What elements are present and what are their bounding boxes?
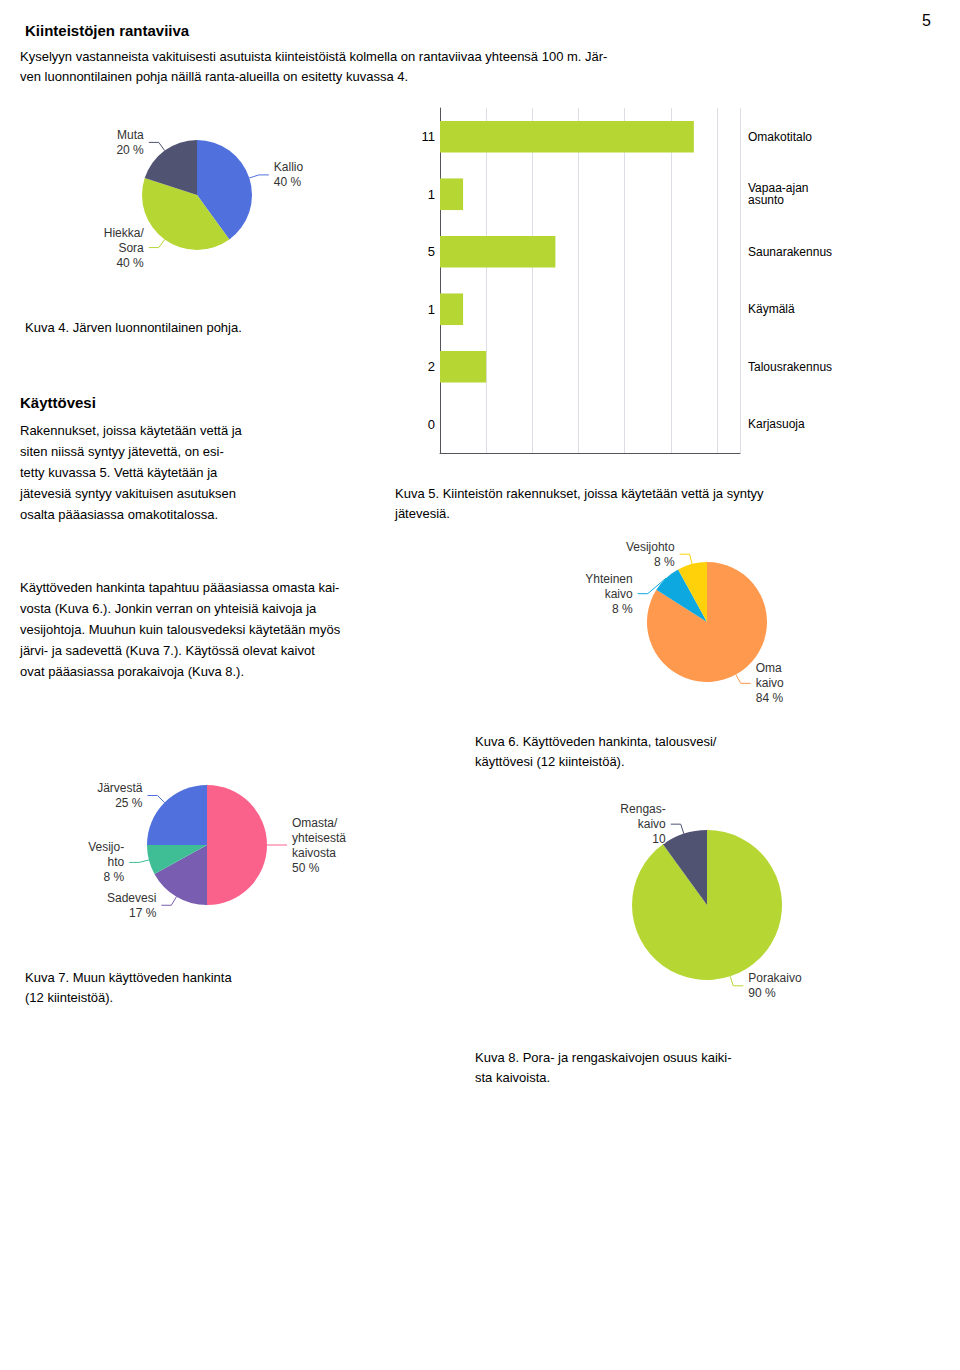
svg-text:17 %: 17 %	[129, 906, 157, 920]
svg-text:Sadevesi: Sadevesi	[107, 891, 156, 905]
svg-text:Käyttöveden hankinta tapahtuu: Käyttöveden hankinta tapahtuu pääasiassa…	[20, 580, 339, 595]
svg-text:8 %: 8 %	[612, 602, 633, 616]
svg-text:Yhteinen: Yhteinen	[585, 572, 632, 586]
svg-text:Käyttövesi: Käyttövesi	[20, 394, 96, 411]
svg-text:5: 5	[922, 12, 931, 29]
svg-text:Rengas-: Rengas-	[620, 802, 665, 816]
svg-text:jätevesiä.: jätevesiä.	[394, 506, 450, 521]
svg-text:20 %: 20 %	[116, 143, 144, 157]
svg-text:Talousrakennus: Talousrakennus	[748, 360, 832, 374]
svg-text:84 %: 84 %	[756, 691, 784, 705]
svg-text:11: 11	[422, 129, 436, 144]
svg-text:Käymälä: Käymälä	[748, 302, 795, 316]
svg-text:40 %: 40 %	[274, 175, 302, 189]
svg-text:järvi- ja sadevettä (Kuva 7.).: järvi- ja sadevettä (Kuva 7.). Käytössä …	[19, 643, 315, 658]
svg-text:Kallio: Kallio	[274, 160, 304, 174]
svg-text:8 %: 8 %	[104, 870, 125, 884]
svg-text:tetty kuvassa 5. Vettä käytetä: tetty kuvassa 5. Vettä käytetään ja	[20, 465, 218, 480]
svg-text:Omasta/: Omasta/	[292, 816, 338, 830]
svg-text:asunto: asunto	[748, 193, 784, 207]
svg-text:10: 10	[652, 832, 666, 846]
svg-text:Kuva 4. Järven luonnontilainen: Kuva 4. Järven luonnontilainen pohja.	[25, 320, 242, 335]
svg-text:Kiinteistöjen rantaviiva: Kiinteistöjen rantaviiva	[25, 22, 190, 39]
svg-text:ovat pääasiassa porakaivoja (K: ovat pääasiassa porakaivoja (Kuva 8.).	[20, 664, 244, 679]
svg-text:kaivosta: kaivosta	[292, 846, 336, 860]
svg-text:kaivo: kaivo	[756, 676, 784, 690]
svg-text:1: 1	[428, 187, 435, 202]
svg-text:sta kaivoista.: sta kaivoista.	[475, 1070, 550, 1085]
svg-text:5: 5	[428, 244, 435, 259]
svg-text:Sora: Sora	[118, 241, 144, 255]
svg-text:2: 2	[428, 359, 435, 374]
svg-text:käyttövesi (12 kiinteistöä).: käyttövesi (12 kiinteistöä).	[475, 754, 625, 769]
svg-text:Muta: Muta	[117, 128, 144, 142]
svg-text:Vesijohto: Vesijohto	[626, 540, 675, 554]
svg-text:(12 kiinteistöä).: (12 kiinteistöä).	[25, 990, 113, 1005]
svg-text:Vesijo-: Vesijo-	[88, 840, 124, 854]
svg-text:ven luonnontilainen pohja näil: ven luonnontilainen pohja näillä ranta-a…	[20, 69, 408, 84]
svg-text:vesijohtoja. Muuhun kuin talou: vesijohtoja. Muuhun kuin talousvedeksi k…	[20, 622, 341, 637]
svg-text:vosta (Kuva 6.). Jonkin verran: vosta (Kuva 6.). Jonkin verran on yhteis…	[20, 601, 317, 616]
svg-text:Oma: Oma	[756, 661, 782, 675]
svg-text:40 %: 40 %	[116, 256, 144, 270]
svg-text:Saunarakennus: Saunarakennus	[748, 245, 832, 259]
svg-text:osalta pääasiassa omakotitalos: osalta pääasiassa omakotitalossa.	[20, 507, 218, 522]
svg-text:Porakaivo: Porakaivo	[748, 971, 802, 985]
svg-text:kaivo: kaivo	[605, 587, 633, 601]
svg-text:yhteisestä: yhteisestä	[292, 831, 346, 845]
svg-text:Rakennukset, joissa käytetään: Rakennukset, joissa käytetään vettä ja	[20, 423, 243, 438]
svg-text:Kyselyyn vastanneista vakituis: Kyselyyn vastanneista vakituisesti asutu…	[20, 49, 607, 64]
svg-text:kaivo: kaivo	[638, 817, 666, 831]
svg-text:Hiekka/: Hiekka/	[104, 226, 145, 240]
svg-text:25 %: 25 %	[115, 796, 143, 810]
svg-text:Vapaa-ajan: Vapaa-ajan	[748, 181, 809, 196]
svg-text:90 %: 90 %	[748, 986, 776, 1000]
svg-text:Kuva 8. Pora- ja rengaskaivoje: Kuva 8. Pora- ja rengaskaivojen osuus ka…	[475, 1050, 732, 1065]
svg-text:Kuva 5. Kiinteistön rakennukse: Kuva 5. Kiinteistön rakennukset, joissa …	[395, 486, 764, 501]
svg-text:50 %: 50 %	[292, 861, 320, 875]
svg-text:8 %: 8 %	[654, 555, 675, 569]
svg-text:0: 0	[428, 417, 435, 432]
svg-text:siten niissä syntyy jätevettä,: siten niissä syntyy jätevettä, on esi-	[20, 444, 224, 459]
svg-text:hto: hto	[108, 855, 125, 869]
svg-text:Järvestä: Järvestä	[97, 781, 143, 795]
svg-text:Karjasuoja: Karjasuoja	[748, 417, 805, 431]
svg-text:jätevesiä syntyy vakituisen as: jätevesiä syntyy vakituisen asutuksen	[19, 486, 236, 501]
svg-text:Kuva 6. Käyttöveden hankinta,: Kuva 6. Käyttöveden hankinta, talousvesi…	[475, 734, 717, 749]
svg-text:1: 1	[428, 302, 435, 317]
svg-text:Omakotitalo: Omakotitalo	[748, 130, 812, 144]
svg-text:Kuva 7. Muun käyttöveden hanki: Kuva 7. Muun käyttöveden hankinta	[25, 970, 232, 985]
